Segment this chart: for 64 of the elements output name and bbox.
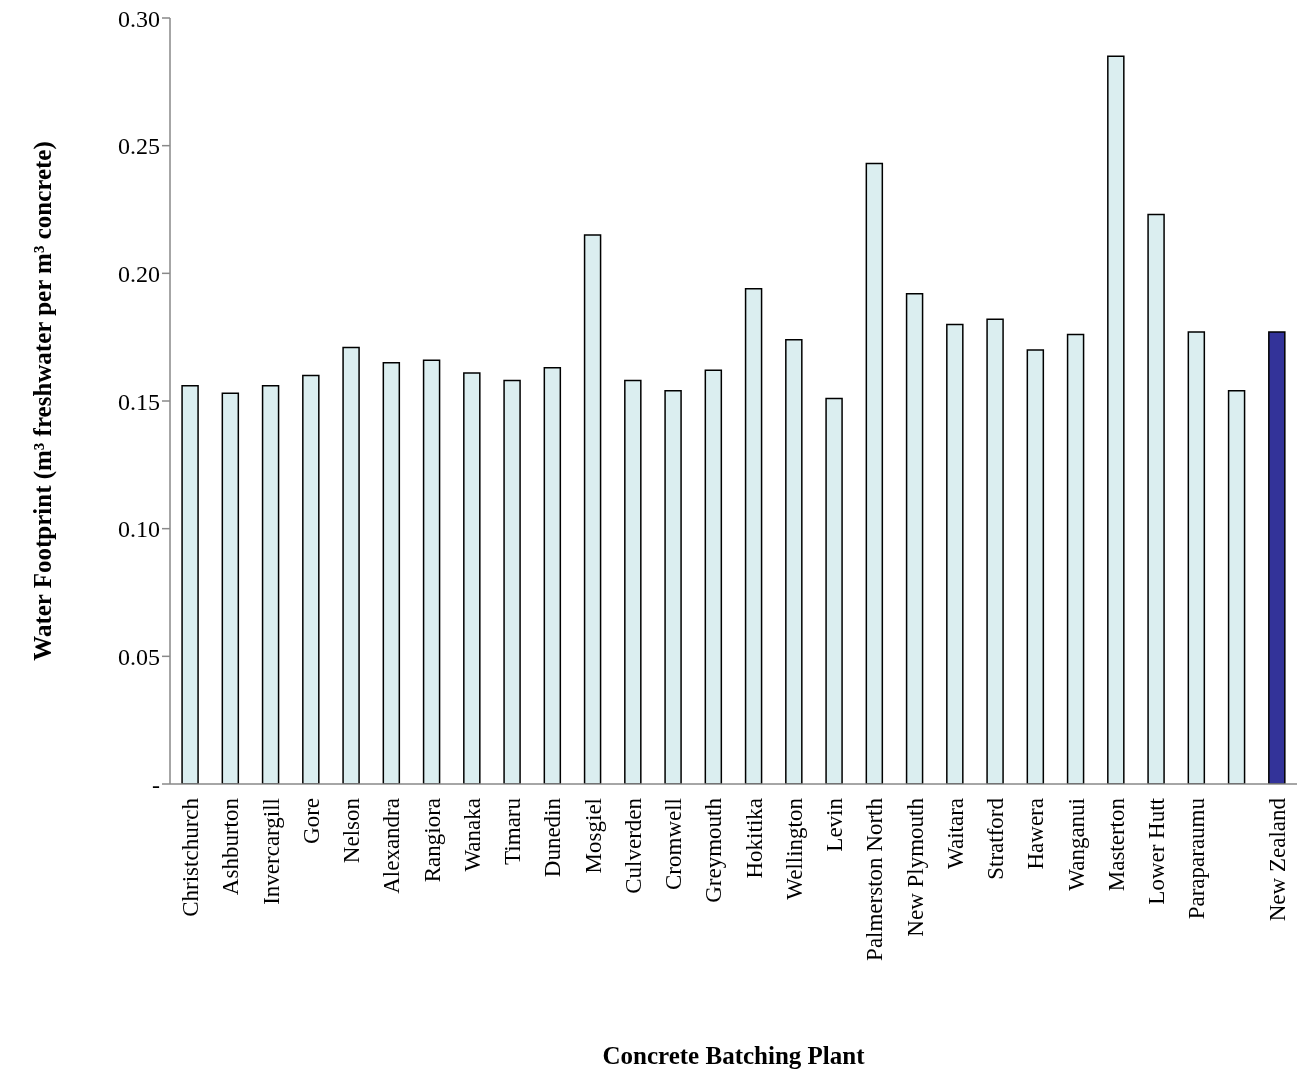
x-axis-title: Concrete Batching Plant (602, 1042, 866, 1069)
bar (543, 367, 562, 784)
x-tick-label: Timaru (500, 797, 526, 865)
y-axis-title: Water Footprint (m³ freshwater per m³ concrete) (28, 141, 57, 661)
bar (1268, 331, 1286, 784)
bar (785, 338, 803, 784)
bar (503, 379, 521, 784)
bar (1026, 349, 1045, 784)
bar (1227, 390, 1246, 784)
x-tick-label: Mosgiel (580, 798, 606, 874)
bar (1066, 333, 1085, 784)
y-tick-label: 0.25 (118, 133, 160, 160)
bar (1107, 55, 1125, 784)
x-tick-label: Masterton (1103, 797, 1129, 892)
bar (905, 293, 924, 784)
x-tick-label: Alexandra (379, 798, 405, 894)
bar (744, 287, 763, 784)
x-tick-label: Greymouth (701, 797, 727, 903)
x-tick-label: Hawera (1023, 798, 1049, 870)
x-tick-label: Wellington (781, 797, 807, 900)
x-tick-label: Gore (298, 798, 324, 844)
x-tick-label: Wanganui (1063, 798, 1089, 891)
y-tick-label: 0.15 (118, 388, 160, 415)
x-tick-label: New Plymouth (902, 797, 928, 937)
x-tick-label: Paraparaumu (1184, 797, 1210, 920)
y-tick-label: 0.05 (118, 643, 160, 670)
bar (261, 384, 280, 784)
bar (1147, 213, 1165, 784)
x-tick-label: Cromwell (661, 798, 687, 890)
x-tick-label: Stratford (983, 797, 1009, 880)
bar (221, 392, 240, 784)
bar (664, 390, 682, 784)
x-tick-label: Wanaka (459, 798, 485, 872)
bar (865, 162, 884, 784)
bar (1187, 331, 1206, 784)
x-tick-label: Invercargill (258, 798, 284, 905)
bar (583, 234, 602, 784)
x-tick-label: Lower Hutt (1144, 797, 1170, 905)
bar (704, 369, 723, 784)
bar (382, 361, 401, 784)
bar (986, 318, 1004, 784)
x-tick-label: Waitara (942, 798, 968, 869)
bar (302, 374, 320, 784)
y-tick-label: - (152, 771, 160, 798)
bar (422, 359, 441, 784)
x-tick-label: Christchurch (178, 797, 204, 917)
x-tick-label: New Zealand (1264, 797, 1290, 922)
y-tick-label: 0.20 (118, 260, 160, 287)
bar (463, 372, 481, 784)
bar (624, 379, 642, 784)
bar (825, 397, 843, 784)
y-tick-label: 0.30 (118, 5, 160, 32)
bar (946, 323, 964, 784)
y-tick-label: 0.10 (118, 516, 160, 543)
x-tick-label: Nelson (339, 797, 365, 864)
bar (342, 346, 360, 784)
x-tick-label: Ashburton (218, 797, 244, 896)
x-tick-label: Hokitika (741, 798, 767, 879)
x-tick-label: Culverden (620, 797, 646, 894)
x-tick-label: Palmerston North (862, 797, 888, 961)
bar (181, 384, 199, 784)
x-tick-label: Rangiora (419, 798, 445, 883)
x-tick-label: Dunedin (540, 797, 566, 878)
x-tick-label: Levin (822, 797, 848, 852)
